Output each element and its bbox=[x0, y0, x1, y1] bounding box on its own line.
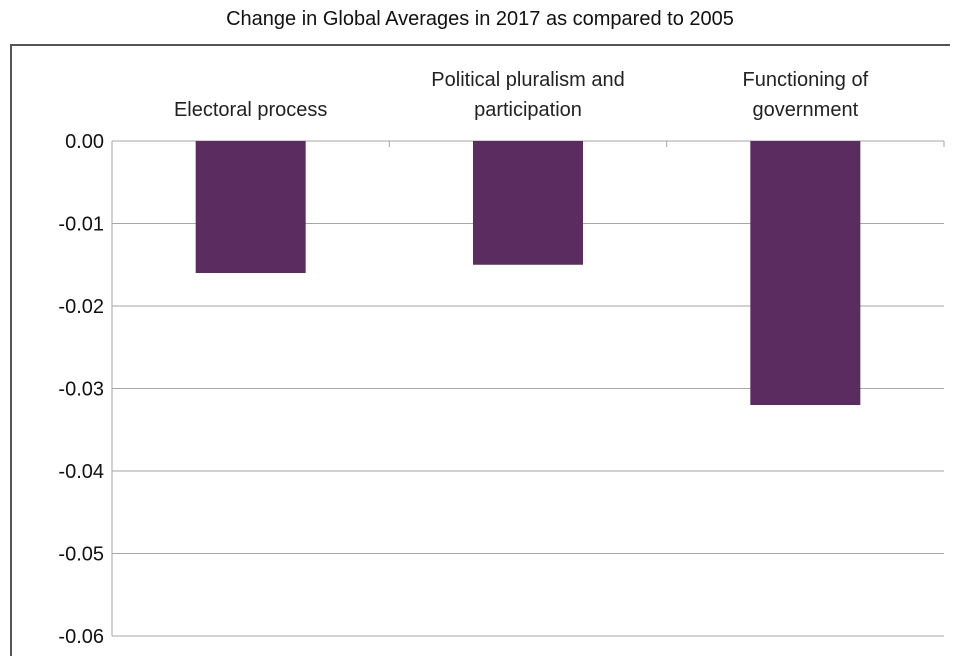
category-label: Political pluralism and bbox=[431, 69, 624, 91]
bar bbox=[195, 141, 306, 273]
bar bbox=[473, 141, 583, 265]
category-label: Electoral process bbox=[174, 99, 327, 121]
category-label: government bbox=[753, 99, 859, 121]
chart-frame bbox=[10, 44, 950, 656]
y-tick-label: -0.05 bbox=[58, 544, 104, 566]
chart-title: Change in Global Averages in 2017 as com… bbox=[226, 8, 734, 30]
y-tick-label: -0.03 bbox=[58, 379, 104, 401]
y-tick-label: 0.00 bbox=[65, 131, 104, 153]
y-tick-label: -0.02 bbox=[58, 296, 104, 318]
y-tick-label: -0.06 bbox=[58, 626, 104, 648]
bar bbox=[750, 141, 861, 405]
y-tick-label: -0.04 bbox=[58, 461, 104, 483]
y-tick-label: -0.01 bbox=[58, 214, 104, 236]
category-label: Functioning of bbox=[743, 69, 869, 91]
category-label: participation bbox=[474, 99, 582, 121]
